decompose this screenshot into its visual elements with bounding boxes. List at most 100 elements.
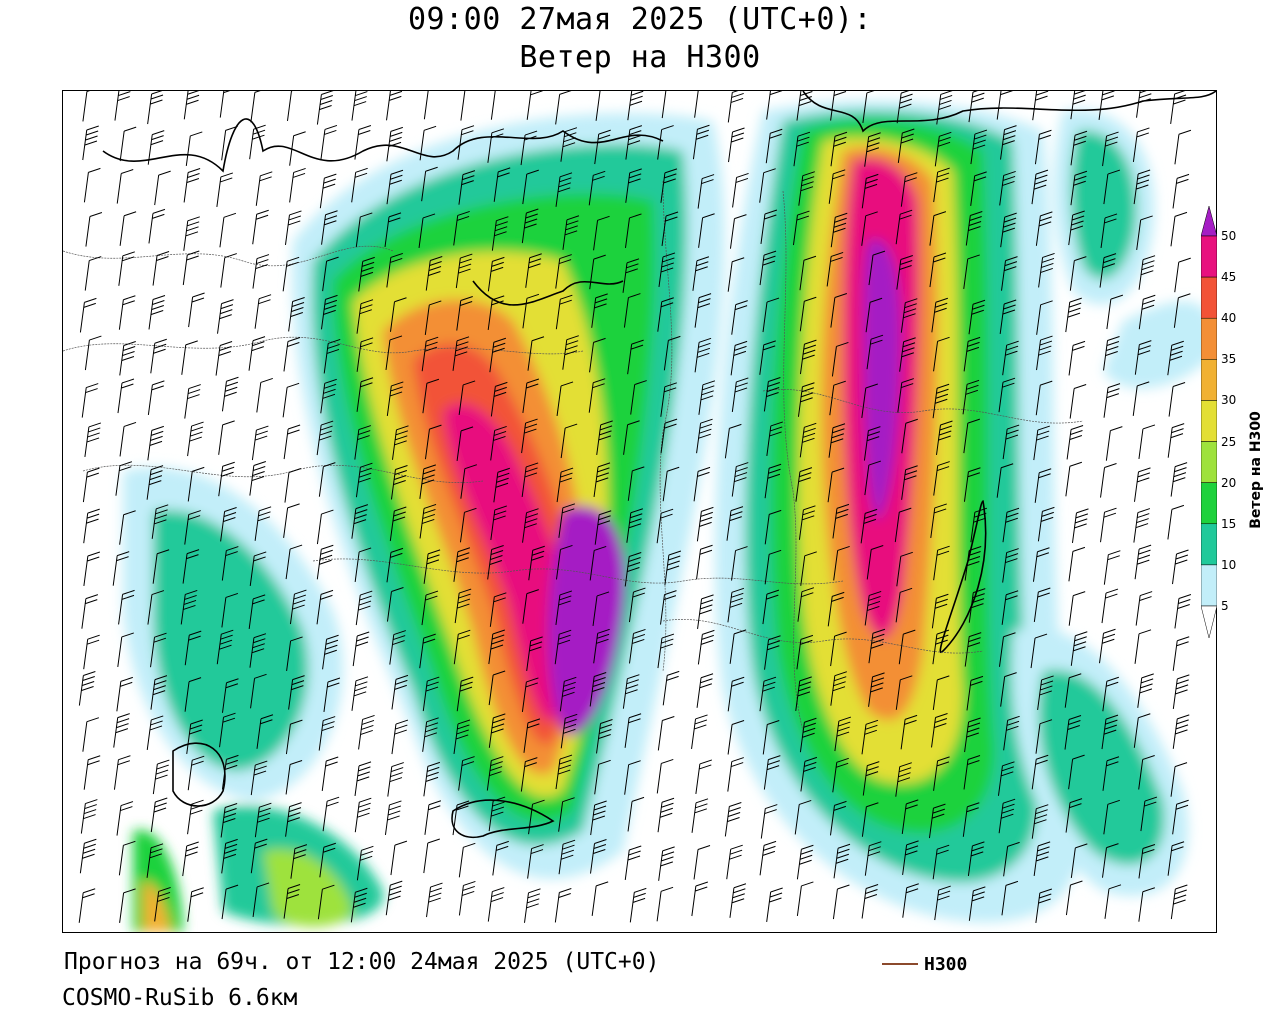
wind-barb <box>555 254 572 289</box>
wind-barb <box>795 467 813 502</box>
wind-barb <box>282 382 300 418</box>
wind-barb <box>147 130 165 165</box>
wind-barb <box>356 377 374 412</box>
wind-barb <box>830 671 847 706</box>
wind-barb <box>730 340 748 376</box>
wind-barb <box>766 91 783 120</box>
wind-barb <box>389 297 407 332</box>
wind-barb <box>526 91 543 120</box>
wind-barb <box>527 844 544 879</box>
wind-barb <box>622 258 640 293</box>
wind-barb <box>323 338 341 374</box>
wind-barb <box>800 551 817 586</box>
wind-barb <box>423 761 441 797</box>
wind-barb <box>766 421 783 457</box>
legend-line-icon <box>882 963 918 965</box>
wind-barb <box>221 125 238 161</box>
wind-barb <box>562 215 580 250</box>
wind-barb <box>521 677 539 713</box>
wind-barb <box>322 256 339 292</box>
wind-barb <box>798 505 816 540</box>
wind-barb <box>389 506 407 542</box>
wind-barb <box>256 714 274 749</box>
wind-barb <box>763 755 781 790</box>
wind-barb <box>896 255 913 290</box>
wind-barb <box>593 215 610 251</box>
wind-barb <box>555 754 573 790</box>
wind-barb <box>386 547 404 583</box>
wind-barb <box>183 167 201 203</box>
wind-barb <box>321 210 338 245</box>
wind-map[interactable]: НорильскЯкутскСалехардТураХанты-Мансийск… <box>62 90 1217 933</box>
wind-barb <box>999 170 1016 206</box>
wind-barb <box>147 590 165 625</box>
wind-barb <box>901 418 918 454</box>
wind-barb <box>932 383 950 419</box>
wind-barb <box>421 166 438 202</box>
wind-barb <box>1101 588 1119 624</box>
wind-barb <box>490 505 507 541</box>
wind-barb <box>593 628 610 664</box>
wind-barb <box>964 632 982 667</box>
wind-barb <box>358 256 375 292</box>
wind-barb <box>560 127 578 162</box>
wind-barb <box>288 296 305 332</box>
wind-barb <box>832 757 849 793</box>
wind-barb <box>698 213 715 248</box>
wind-barb <box>355 462 373 498</box>
wind-barb <box>1167 841 1185 876</box>
wind-barb <box>759 340 776 375</box>
colorbar-tick-label: 10 <box>1221 557 1237 572</box>
wind-barb <box>693 845 711 880</box>
wind-barb <box>523 718 541 753</box>
wind-barb <box>152 549 170 584</box>
wind-barb <box>860 508 878 544</box>
wind-barb <box>936 91 953 125</box>
wind-barb <box>627 466 645 501</box>
wind-barb <box>558 839 576 875</box>
wind-barb <box>487 544 504 580</box>
wind-barb <box>322 796 340 832</box>
wind-barb <box>1103 169 1121 205</box>
wind-barb <box>1102 756 1120 791</box>
wind-barb <box>526 636 543 671</box>
wind-barb <box>861 173 879 209</box>
wind-barb <box>695 759 713 795</box>
wind-barb <box>422 676 440 712</box>
wind-barb <box>970 129 988 165</box>
wind-barb <box>182 250 200 286</box>
wind-barb <box>1106 294 1124 330</box>
wind-barb <box>1138 255 1156 290</box>
wind-barb <box>1174 594 1192 629</box>
wind-barb <box>694 337 712 373</box>
wind-barb <box>488 796 506 832</box>
wind-barb <box>1070 631 1088 666</box>
wind-barb <box>458 170 476 205</box>
wind-barb <box>1138 755 1155 790</box>
wind-barb <box>696 506 714 542</box>
wind-barb <box>696 544 713 580</box>
colorbar-segment <box>1201 235 1217 278</box>
wind-barb <box>146 465 164 500</box>
wind-barb <box>968 886 986 921</box>
wind-barb <box>221 754 239 790</box>
wind-barb <box>692 256 710 291</box>
wind-barb <box>424 300 442 335</box>
wind-barb <box>662 670 680 706</box>
wind-barb <box>221 838 238 874</box>
wind-barb <box>697 174 715 209</box>
wind-barb <box>963 336 981 372</box>
wind-barb <box>1133 169 1151 205</box>
wind-barb <box>997 761 1015 796</box>
wind-barb <box>286 636 303 671</box>
wind-barb <box>180 589 198 625</box>
wind-barb <box>868 250 886 286</box>
wind-barb <box>391 719 409 755</box>
wind-barb <box>182 841 199 877</box>
wind-barb <box>284 210 302 246</box>
wind-barb <box>590 800 607 836</box>
wind-barb <box>419 633 436 669</box>
coastlines <box>102 91 1216 838</box>
wind-barb <box>455 253 473 289</box>
wind-barb <box>762 589 780 625</box>
